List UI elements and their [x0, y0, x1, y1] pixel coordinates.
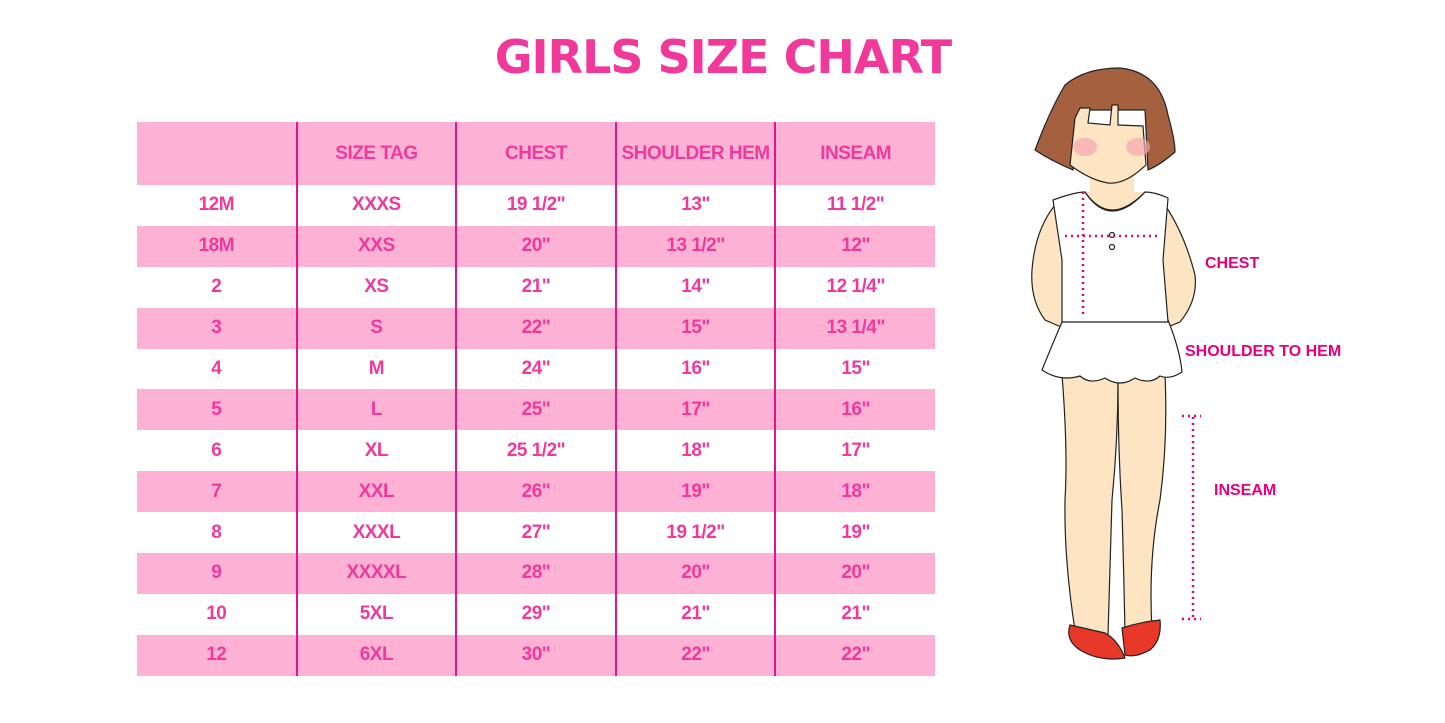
table-cell: 12 [137, 634, 297, 676]
table-row: 9 XXXXL 28" 20" 20" [137, 553, 935, 594]
table-row: 12M XXXS 19 1/2" 13" 11 1/2" [137, 185, 935, 226]
shirt-button [1108, 243, 1116, 251]
table-cell: 17" [774, 430, 935, 472]
table-cell: 27" [455, 512, 616, 554]
table-cell: 3 [137, 307, 297, 349]
table-cell: M [295, 348, 457, 390]
table-cell: 9 [137, 553, 297, 594]
chest-label: CHEST [1205, 255, 1260, 272]
table-cell: 19" [614, 471, 776, 513]
left-shoe [1068, 624, 1126, 660]
cheek-blush [1073, 138, 1097, 156]
table-cell: 26" [455, 471, 616, 513]
table-cell: 22" [774, 634, 935, 676]
right-arm [1159, 204, 1197, 331]
table-cell: 18" [614, 430, 776, 472]
inseam-label: INSEAM [1214, 482, 1277, 499]
table-cell: 13" [614, 185, 776, 226]
neckline [1084, 191, 1146, 211]
table-cell: 18" [774, 471, 935, 513]
page-title: GIRLS SIZE CHART [494, 30, 952, 84]
table-cell: 4 [211, 358, 222, 379]
column-header: SHOULDER HEM [614, 122, 776, 185]
table-cell: 19" [774, 512, 935, 554]
table-cell: 24" [455, 348, 616, 390]
table-cell: 25" [455, 389, 616, 431]
table-cell: L [295, 389, 457, 431]
table-cell: 12M [198, 194, 235, 216]
right-shoe [1121, 619, 1161, 657]
shirt [1052, 191, 1169, 323]
column-header: CHEST [455, 122, 616, 185]
table-row: 8 XXXL 27" 19 1/2" 19" [137, 512, 935, 554]
table-cell: 15" [774, 348, 935, 390]
table-row: 18M XXS 20" 13 1/2" 12" [137, 225, 935, 267]
table-cell: 13 1/4" [774, 307, 935, 349]
table-row: 5 L 25" 17" 16" [137, 389, 935, 431]
table-cell: 25 1/2" [455, 430, 616, 472]
table-cell: 10 [206, 603, 227, 625]
skirt [1041, 319, 1183, 384]
table-row: 7 XXL 26" 19" 18" [137, 471, 935, 513]
table-cell: 22" [614, 634, 776, 676]
table-row: 2 XS 21" 14" 12 1/4" [137, 266, 935, 308]
table-cell: 20" [614, 553, 776, 594]
table-cell: 2 [211, 276, 222, 298]
table-cell: 18M [137, 225, 297, 267]
column-header: INSEAM [774, 122, 935, 185]
table-cell: 30" [455, 634, 616, 676]
table-cell: 12" [774, 225, 935, 267]
table-cell: 14" [614, 266, 776, 308]
table-cell: 17" [614, 389, 776, 431]
table-cell: 12 1/4" [774, 266, 935, 308]
table-cell: 5XL [295, 593, 457, 635]
table-row: 3 S 22" 15" 13 1/4" [137, 307, 935, 349]
table-row: 10 5XL 29" 21" 21" [137, 593, 935, 635]
table-cell: XXS [295, 225, 457, 267]
table-cell: 16" [774, 389, 935, 431]
table-cell: XXXS [295, 185, 457, 226]
table-cell: 6XL [295, 634, 457, 676]
table-cell: S [295, 307, 457, 349]
table-cell: 22" [455, 307, 616, 349]
face [1069, 104, 1147, 184]
table-cell: 19 1/2" [614, 512, 776, 554]
table-cell: 6 [211, 439, 222, 461]
shoulder-to-hem-label: SHOULDER TO HEM [1185, 343, 1342, 360]
right-leg [1117, 374, 1167, 636]
left-leg [1061, 374, 1119, 636]
table-cell: 5 [137, 389, 297, 431]
table-header-row: SIZE TAG CHEST SHOULDER HEM INSEAM [137, 122, 935, 185]
table-cell: 20" [774, 553, 935, 594]
table-cell: 21" [614, 593, 776, 635]
table-cell: XXL [295, 471, 457, 513]
table-cell: 21" [455, 266, 616, 308]
table-cell: XS [295, 266, 457, 308]
size-table: SIZE TAG CHEST SHOULDER HEM INSEAM 12M XXXS 1… [137, 122, 935, 676]
table-cell: 11 1/2" [774, 185, 935, 226]
table-cell: 13 1/2" [614, 225, 776, 267]
table-cell: 21" [774, 593, 935, 635]
table-cell: 16" [614, 348, 776, 390]
cheek-blush [1126, 138, 1150, 156]
column-header [137, 122, 297, 185]
table-row: 4 M 24" 16" 15" [137, 348, 935, 390]
table-cell: 28" [455, 553, 616, 594]
table-cell: XL [295, 430, 457, 472]
table-cell: 15" [614, 307, 776, 349]
table-row: 12 6XL 30" 22" 22" [137, 634, 935, 676]
column-header: SIZE TAG [295, 122, 457, 185]
table-cell: XXXL [295, 512, 457, 554]
table-cell: 29" [455, 593, 616, 635]
table-cell: 7 [137, 471, 297, 513]
table-cell: XXXXL [295, 553, 457, 594]
table-row: 6 XL 25 1/2" 18" 17" [137, 430, 935, 472]
table-cell: 8 [211, 521, 222, 543]
table-cell: 20" [455, 225, 616, 267]
table-cell: 19 1/2" [455, 185, 616, 226]
